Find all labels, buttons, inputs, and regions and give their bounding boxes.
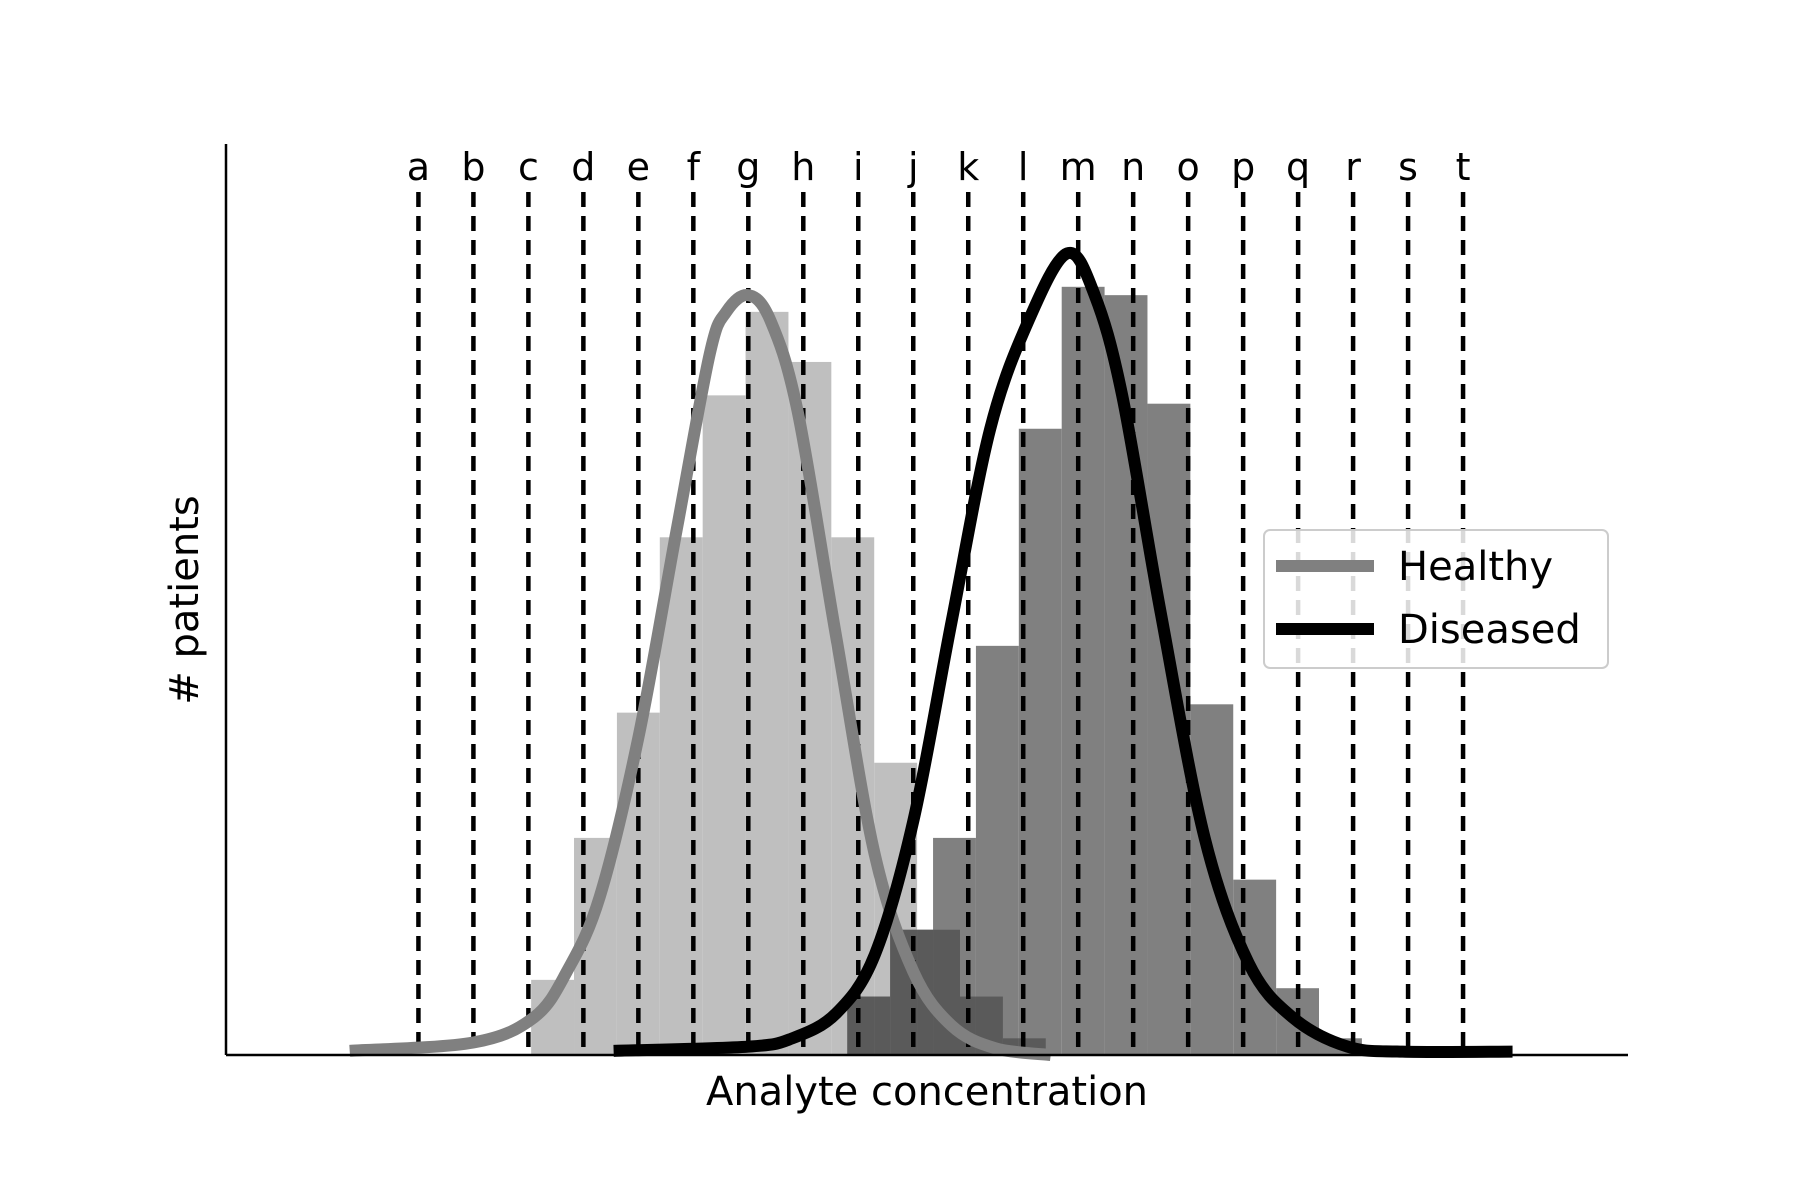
cutoff-label-q: q	[1286, 145, 1310, 189]
cutoff-label-i: i	[853, 145, 864, 189]
hist-overlap-0	[847, 996, 875, 1055]
hist-overlap-1	[874, 996, 891, 1055]
cutoff-label-d: d	[571, 145, 595, 189]
cutoff-label-b: b	[461, 145, 485, 189]
hist-bar-diseased-3	[975, 645, 1019, 1055]
hist-bar-healthy-5	[745, 311, 789, 1056]
curve-diseased	[613, 247, 1513, 1059]
y-axis-label: # patients	[162, 495, 208, 704]
cutoff-label-e: e	[627, 145, 650, 189]
cutoff-label-p: p	[1231, 145, 1255, 189]
legend: Healthy Diseased	[1263, 529, 1609, 669]
cutoff-label-l: l	[1018, 145, 1029, 189]
cutoff-label-m: m	[1060, 145, 1097, 189]
cutoff-label-n: n	[1121, 145, 1145, 189]
cutoff-label-j: j	[907, 145, 919, 189]
cutoff-label-f: f	[687, 145, 702, 189]
cutoff-label-c: c	[518, 145, 539, 189]
hist-bar-diseased-4	[1018, 428, 1062, 1055]
x-axis-label: Analyte concentration	[706, 1069, 1148, 1115]
hist-bar-healthy-4	[702, 395, 746, 1056]
hist-bar-diseased-5	[1061, 286, 1105, 1055]
curve-healthy	[349, 289, 1052, 1061]
cutoff-label-r: r	[1345, 145, 1361, 189]
cutoff-label-g: g	[736, 145, 760, 189]
cutoff-label-t: t	[1456, 145, 1471, 189]
legend-label-healthy: Healthy	[1398, 544, 1553, 590]
cutoff-label-o: o	[1177, 145, 1200, 189]
cutoff-label-h: h	[791, 145, 815, 189]
cutoff-label-k: k	[957, 145, 979, 189]
legend-label-diseased: Diseased	[1398, 607, 1581, 653]
cutoff-label-s: s	[1398, 145, 1418, 189]
cutoff-label-a: a	[407, 145, 430, 189]
density-curves	[349, 247, 1513, 1061]
axes	[224, 144, 1628, 1057]
